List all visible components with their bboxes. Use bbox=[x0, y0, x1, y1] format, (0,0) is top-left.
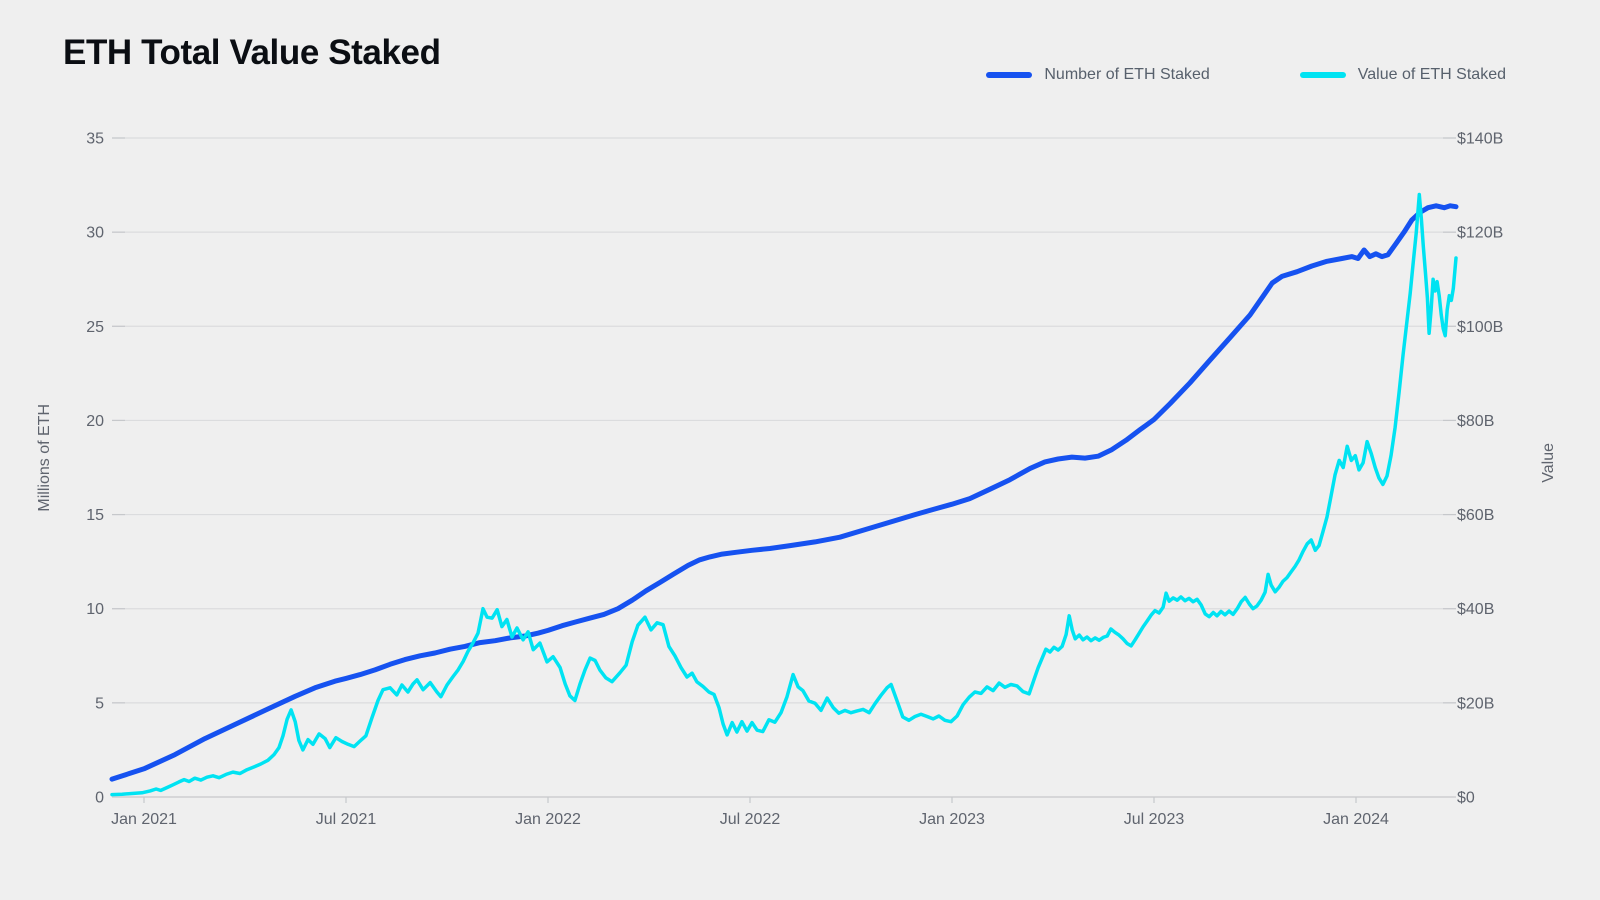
left-axis-tick-label: 0 bbox=[95, 790, 104, 807]
right-axis-tick-label: $100B bbox=[1457, 319, 1503, 336]
legend-swatch-cyan-line-icon bbox=[1299, 72, 1346, 78]
left-axis-tick-label: 30 bbox=[86, 225, 104, 242]
x-axis-tick-label: Jul 2021 bbox=[316, 811, 377, 828]
left-axis-tick-label: 10 bbox=[86, 601, 104, 618]
x-axis-tick-label: Jul 2023 bbox=[1124, 811, 1185, 828]
legend-item-number-of-eth-staked[interactable]: Number of ETH Staked bbox=[986, 66, 1210, 84]
legend-label: Value of ETH Staked bbox=[1357, 66, 1506, 83]
left-axis-tick-label: 35 bbox=[86, 131, 104, 148]
x-axis-tick-label: Jan 2021 bbox=[111, 811, 177, 828]
right-axis-tick-label: $60B bbox=[1457, 507, 1494, 524]
series-line-number-of-eth-staked bbox=[109, 203, 1459, 782]
x-axis-tick-label: Jan 2024 bbox=[1323, 811, 1389, 828]
page-title: ETH Total Value Staked bbox=[63, 33, 441, 72]
right-axis-tick-label: $40B bbox=[1457, 601, 1494, 618]
right-axis-tick-label: $0 bbox=[1457, 790, 1475, 807]
left-axis-tick-label: 5 bbox=[95, 695, 104, 712]
right-axis-tick-label: $140B bbox=[1457, 131, 1503, 148]
legend: Number of ETH Staked Value of ETH Staked bbox=[986, 66, 1506, 84]
right-axis-tick-label: $80B bbox=[1457, 413, 1494, 430]
left-axis-tick-label: 15 bbox=[86, 507, 104, 524]
legend-item-value-of-eth-staked[interactable]: Value of ETH Staked bbox=[1299, 66, 1506, 84]
right-axis-tick-label: $20B bbox=[1457, 695, 1494, 712]
right-axis-title: Value bbox=[1540, 443, 1557, 483]
x-axis-tick-label: Jan 2022 bbox=[515, 811, 581, 828]
left-axis-title: Millions of ETH bbox=[36, 404, 53, 512]
x-axis-tick-label: Jan 2023 bbox=[919, 811, 985, 828]
left-axis-tick-label: 20 bbox=[86, 413, 104, 430]
x-axis-tick-label: Jul 2022 bbox=[720, 811, 781, 828]
series-line-value-of-eth-staked bbox=[110, 192, 1458, 797]
right-axis-tick-label: $120B bbox=[1457, 225, 1503, 242]
legend-label: Number of ETH Staked bbox=[1044, 66, 1210, 83]
legend-swatch-blue-line-icon bbox=[986, 72, 1033, 78]
left-axis-tick-label: 25 bbox=[86, 319, 104, 336]
